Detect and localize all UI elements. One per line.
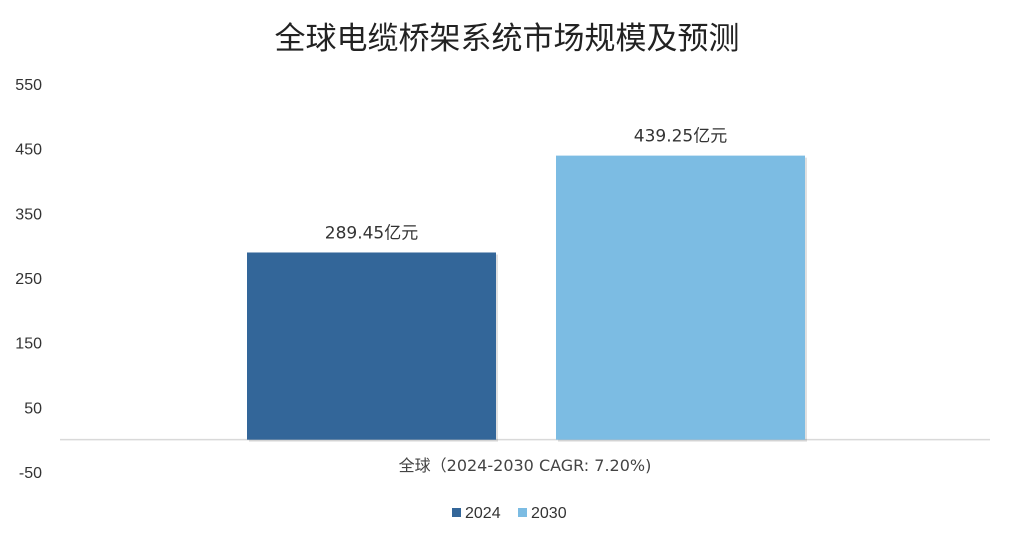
data-label-2024: 289.45亿元 — [325, 223, 418, 243]
y-tick-label: 250 — [15, 271, 42, 288]
y-tick-label: 450 — [15, 142, 42, 159]
y-axis: -50 50 150 250 350 450 550 — [15, 77, 42, 482]
legend-label-2030: 2030 — [531, 505, 567, 522]
bars — [247, 155, 807, 442]
x-category-label: 全球（2024-2030 CAGR: 7.20%) — [399, 456, 652, 475]
chart-title: 全球电缆桥架系统市场规模及预测 — [275, 21, 740, 57]
y-tick-label: 50 — [24, 400, 42, 417]
legend-label-2024: 2024 — [465, 505, 501, 522]
legend: 2024 2030 — [452, 505, 567, 522]
y-tick-label: -50 — [19, 465, 42, 482]
legend-swatch-2030 — [518, 508, 527, 517]
y-tick-label: 550 — [15, 77, 42, 94]
y-tick-label: 150 — [15, 336, 42, 353]
y-tick-label: 350 — [15, 206, 42, 223]
legend-swatch-2024 — [452, 508, 461, 517]
data-labels: 289.45亿元 439.25亿元 — [325, 127, 727, 244]
bar-2030 — [556, 155, 805, 440]
data-label-2030: 439.25亿元 — [634, 127, 727, 147]
bar-2024 — [247, 252, 496, 440]
